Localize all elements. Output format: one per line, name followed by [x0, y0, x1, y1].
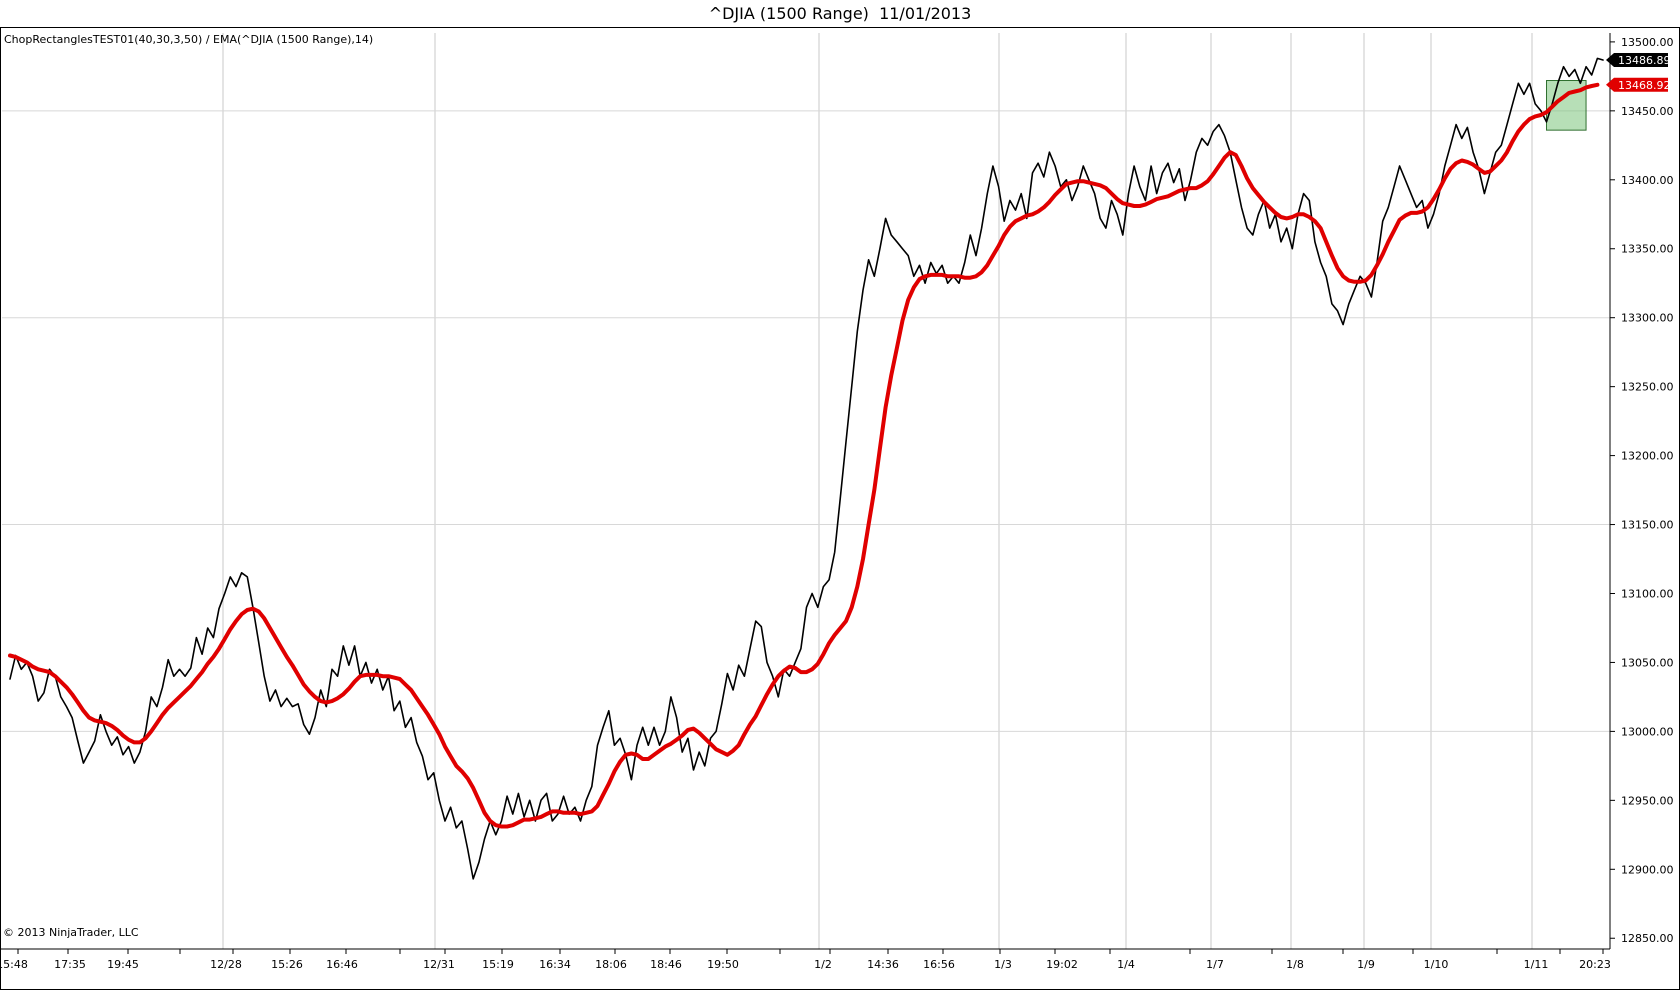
badge-value: 13486.89 — [1618, 54, 1671, 67]
x-tick-label: 1/3 — [994, 958, 1012, 971]
badge-shape — [1606, 52, 1668, 67]
badge-value: 13468.92 — [1618, 79, 1671, 92]
y-tick-label: 13100.00 — [1621, 587, 1674, 600]
x-tick-label: 16:46 — [326, 958, 358, 971]
y-tick-label: 12900.00 — [1621, 863, 1674, 876]
x-tick-label: 19:45 — [107, 958, 139, 971]
indicator-label: ChopRectanglesTEST01(40,30,3,50) / EMA(^… — [4, 33, 374, 46]
last-value-badge: 13468.92 — [1606, 77, 1671, 92]
horizontal-grid — [2, 110, 1610, 732]
y-tick-label: 12950.00 — [1621, 794, 1674, 807]
ema-series-line — [8, 82, 1600, 829]
x-tick-label: 12/31 — [423, 958, 455, 971]
y-tick-label: 13200.00 — [1621, 450, 1674, 463]
y-tick-label: 13450.00 — [1621, 105, 1674, 118]
x-tick-label: 17:35 — [54, 958, 86, 971]
y-axis: 12850.00 12900.00 12950.00 13000.00 13050.00… — [1610, 36, 1674, 945]
x-tick-label: 18:06 — [595, 958, 627, 971]
x-tick-label: 1/8 — [1286, 958, 1304, 971]
price-series-line — [9, 57, 1604, 880]
plot-frame — [0, 33, 1611, 950]
x-axis: 15:48 17:35 19:45 12/28 15:26 16:46 12/31 15:19… — [0, 949, 1611, 971]
series-lines — [8, 57, 1604, 880]
x-tick-label: 15:48 — [0, 958, 28, 971]
x-tick-label: 1/11 — [1524, 958, 1549, 971]
y-tick-label: 13400.00 — [1621, 174, 1674, 187]
y-tick-label: 13500.00 — [1621, 36, 1674, 49]
x-tick-label: 1/4 — [1117, 958, 1135, 971]
y-tick-label: 13350.00 — [1621, 243, 1674, 256]
price-chart[interactable]: 12850.00 12900.00 12950.00 13000.00 13050.00… — [0, 27, 1680, 990]
x-tick-label: 16:56 — [923, 958, 955, 971]
x-tick-label: 19:50 — [707, 958, 739, 971]
copyright-notice: © 2013 NinjaTrader, LLC — [3, 926, 139, 939]
x-tick-label: 1/10 — [1424, 958, 1449, 971]
x-tick-label: 16:34 — [539, 958, 571, 971]
x-tick-label: 1/9 — [1357, 958, 1375, 971]
y-tick-label: 12850.00 — [1621, 932, 1674, 945]
y-tick-label: 13050.00 — [1621, 656, 1674, 669]
last-value-badges: 13486.89 13468.92 — [1606, 52, 1671, 92]
y-tick-label: 13000.00 — [1621, 725, 1674, 738]
x-tick-label: 15:26 — [271, 958, 303, 971]
x-tick-label: 18:46 — [650, 958, 682, 971]
chart-title: ^DJIA (1500 Range) 11/01/2013 — [708, 4, 972, 23]
x-tick-label: 14:36 — [867, 958, 899, 971]
x-tick-label: 20:23 — [1579, 958, 1611, 971]
x-tick-label: 1/2 — [814, 958, 832, 971]
x-tick-label: 19:02 — [1046, 958, 1078, 971]
badge-shape — [1606, 77, 1668, 92]
y-tick-label: 13150.00 — [1621, 519, 1674, 532]
x-tick-label: 1/7 — [1206, 958, 1224, 971]
y-tick-label: 13250.00 — [1621, 381, 1674, 394]
y-tick-label: 13300.00 — [1621, 312, 1674, 325]
vertical-grid — [222, 33, 1533, 949]
x-tick-label: 12/28 — [210, 958, 242, 971]
chart-panel[interactable]: 12850.00 12900.00 12950.00 13000.00 13050.00… — [0, 27, 1680, 990]
last-value-badge: 13486.89 — [1606, 52, 1671, 67]
x-tick-label: 15:19 — [482, 958, 514, 971]
